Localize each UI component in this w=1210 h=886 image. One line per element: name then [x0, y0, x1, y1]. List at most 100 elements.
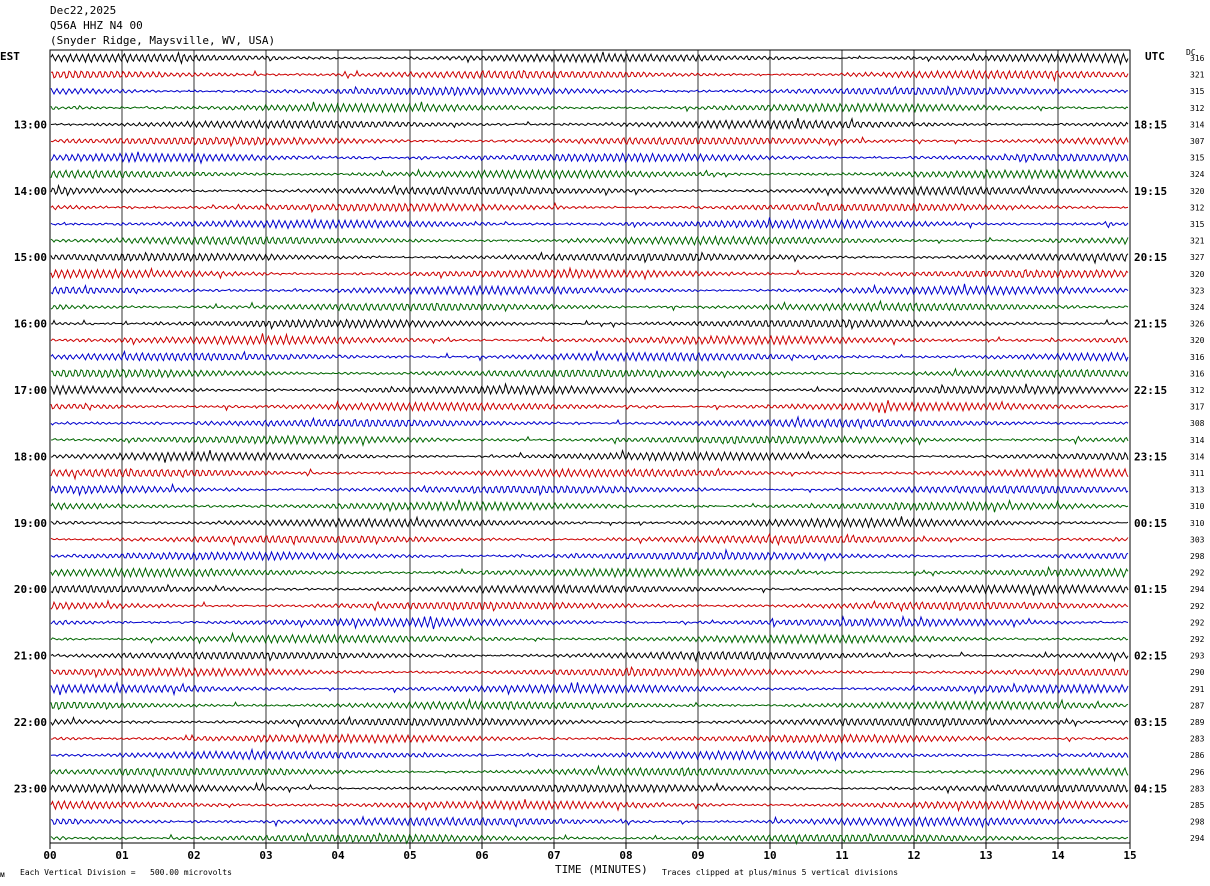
seismic-trace [50, 251, 1129, 265]
dc-offset-value: 323 [1190, 286, 1205, 295]
dc-offset-value: 303 [1190, 535, 1205, 544]
dc-offset-value: 292 [1190, 569, 1205, 578]
dc-offset-value: 298 [1190, 552, 1205, 561]
dc-offset-value: 294 [1190, 834, 1205, 843]
station-location: (Snyder Ridge, Maysville, WV, USA) [50, 34, 276, 47]
dc-offset-value: 292 [1190, 635, 1205, 644]
dc-offset-value: 283 [1190, 735, 1205, 744]
utc-hour-label: 23:15 [1134, 450, 1167, 463]
seismic-trace [50, 631, 1129, 645]
x-tick-label: 05 [403, 849, 416, 862]
seismic-trace [50, 117, 1129, 131]
seismic-trace [50, 135, 1129, 148]
dc-offset-value: 310 [1190, 519, 1205, 528]
dc-offset-value: 315 [1190, 220, 1205, 229]
seismic-trace [50, 151, 1129, 165]
dc-offset-value: 312 [1190, 203, 1205, 212]
est-hour-label: 23:00 [14, 782, 47, 795]
record-date: Dec22,2025 [50, 4, 117, 17]
x-tick-label: 08 [619, 849, 632, 862]
est-hour-label: 22:00 [14, 716, 47, 729]
dc-offset-value: 316 [1190, 369, 1205, 378]
seismic-trace [50, 799, 1129, 813]
utc-axis-label: UTC [1145, 50, 1165, 63]
seismic-trace [50, 815, 1129, 829]
est-hour-label: 19:00 [14, 517, 47, 530]
seismic-trace [50, 183, 1129, 197]
vertical-division-note: Each Vertical Division = 500.00 microvol… [20, 868, 232, 877]
dc-offset-value: 287 [1190, 701, 1205, 710]
seismic-trace [50, 217, 1129, 230]
seismic-trace [50, 482, 1129, 497]
seismic-trace [50, 832, 1129, 846]
dc-offset-value: 312 [1190, 386, 1205, 395]
dc-offset-value: 293 [1190, 652, 1205, 661]
dc-offset-value: 317 [1190, 403, 1205, 412]
seismic-trace [50, 715, 1129, 728]
dc-offset-value: 315 [1190, 154, 1205, 163]
dc-offset-value: 314 [1190, 452, 1205, 461]
est-hour-label: 14:00 [14, 185, 47, 198]
dc-offset-value: 320 [1190, 270, 1205, 279]
dc-offset-value: 292 [1190, 602, 1205, 611]
x-tick-label: 11 [835, 849, 849, 862]
seismic-trace [50, 168, 1129, 180]
dc-offset-value: 321 [1190, 71, 1205, 80]
x-tick-label: 02 [187, 849, 200, 862]
seismic-trace [50, 565, 1129, 579]
seismic-trace [50, 548, 1129, 562]
x-tick-label: 03 [259, 849, 272, 862]
seismic-trace [50, 467, 1129, 481]
seismic-trace [50, 665, 1129, 679]
x-tick-label: 04 [331, 849, 345, 862]
seismic-trace [50, 85, 1129, 97]
seismic-trace [50, 583, 1129, 596]
utc-hour-label: 20:15 [1134, 251, 1167, 264]
dc-offset-value: 294 [1190, 585, 1205, 594]
dc-offset-value: 308 [1190, 419, 1205, 428]
seismic-trace [50, 51, 1129, 66]
est-hour-label: 16:00 [14, 318, 47, 331]
dc-offset-value: 324 [1190, 303, 1205, 312]
seismic-trace [51, 318, 1129, 331]
utc-hour-label: 22:15 [1134, 384, 1167, 397]
station-code: Q56A HHZ N4 00 [50, 19, 143, 32]
seismic-trace [50, 367, 1129, 379]
seismic-trace [50, 434, 1129, 448]
x-tick-label: 09 [691, 849, 704, 862]
seismic-trace [50, 101, 1129, 114]
seismic-trace [50, 681, 1129, 697]
utc-hour-label: 21:15 [1134, 318, 1167, 331]
dc-offset-value: 311 [1190, 469, 1205, 478]
x-tick-label: 12 [907, 849, 920, 862]
utc-hour-label: 01:15 [1134, 583, 1167, 596]
dc-offset-value: 314 [1190, 120, 1205, 129]
seismic-trace [50, 332, 1129, 347]
dc-label: DC [1186, 48, 1196, 57]
x-axis-title: TIME (MINUTES) [555, 863, 648, 876]
seismic-trace [50, 299, 1129, 313]
dc-offset-value: 312 [1190, 104, 1205, 113]
dc-offset-value: 286 [1190, 751, 1205, 760]
dc-offset-value: 296 [1190, 768, 1205, 777]
seismic-trace [50, 68, 1129, 83]
seismic-trace [50, 650, 1129, 663]
est-hour-label: 17:00 [14, 384, 47, 397]
seismic-trace [50, 697, 1129, 711]
seismic-trace [50, 415, 1129, 430]
dc-offset-value: 290 [1190, 668, 1205, 677]
x-tick-label: 10 [763, 849, 776, 862]
utc-hour-label: 03:15 [1134, 716, 1167, 729]
dc-offset-value: 292 [1190, 618, 1205, 627]
dc-offset-value: 327 [1190, 253, 1205, 262]
utc-hour-label: 04:15 [1134, 782, 1167, 795]
clipping-note: Traces clipped at plus/minus 5 vertical … [662, 868, 899, 877]
dc-offset-value: 283 [1190, 784, 1205, 793]
seismic-trace [50, 732, 1129, 745]
seismic-trace [50, 498, 1129, 513]
seismic-trace [50, 382, 1129, 396]
dc-offset-value: 310 [1190, 502, 1205, 511]
est-axis-label: EST [0, 50, 20, 63]
seismic-trace [50, 614, 1129, 630]
dc-offset-value: 285 [1190, 801, 1205, 810]
